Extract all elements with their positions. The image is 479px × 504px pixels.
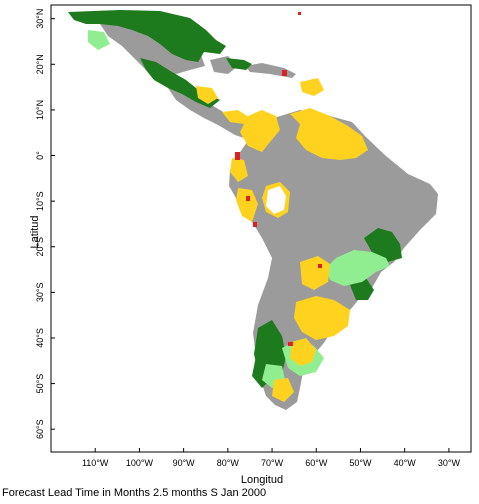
caribbean-yellow — [300, 78, 324, 96]
x-tick-label: 50°W — [349, 458, 372, 468]
red-cell-mexico — [282, 70, 287, 76]
red-cell-uruguay — [318, 264, 322, 268]
x-tick-label: 90°W — [173, 458, 196, 468]
red-cell-peru-south — [253, 222, 257, 227]
y-tick-label: 10°N — [35, 100, 45, 120]
y-tick-label: 50°S — [35, 374, 45, 394]
y-tick-label: 30°N — [35, 9, 45, 29]
ecuador-yellow — [230, 158, 248, 182]
colombia-yellow — [240, 110, 280, 152]
argentina-yellow — [294, 296, 350, 340]
y-tick-label: 20°S — [35, 237, 45, 257]
honduras-yellow — [196, 86, 218, 104]
yucatan-green — [226, 58, 252, 70]
x-tick-label: 80°W — [217, 458, 240, 468]
argentina-south-yellow — [290, 338, 316, 366]
paraguay-yellow — [300, 256, 330, 290]
red-cell-argentina — [288, 342, 293, 346]
patagonia-yellow — [272, 378, 294, 402]
axis-ticks: 110°W 100°W 90°W 80°W 70°W 60°W 50°W 40°W 30°W 30… — [35, 9, 460, 468]
red-cell-peru — [246, 196, 250, 201]
y-tick-label: 40°S — [35, 328, 45, 348]
x-tick-label: 100°W — [126, 458, 154, 468]
caribbean-islands — [245, 63, 296, 78]
y-tick-label: 0° — [35, 151, 45, 160]
x-tick-label: 30°W — [438, 458, 461, 468]
x-tick-label: 70°W — [261, 458, 284, 468]
mexico-green-north — [68, 10, 226, 62]
map-regions — [68, 10, 438, 410]
y-tick-label: 10°S — [35, 191, 45, 211]
x-tick-label: 40°W — [394, 458, 417, 468]
y-tick-label: 60°S — [35, 419, 45, 439]
brazil-south-lightgreen — [326, 250, 390, 286]
y-tick-label: 30°S — [35, 283, 45, 303]
venezuela-yellow — [290, 108, 368, 160]
plot-frame — [50, 4, 472, 453]
x-tick-label: 60°W — [305, 458, 328, 468]
y-tick-label: 20°N — [35, 54, 45, 74]
no-data-patch — [266, 186, 286, 214]
peru-yellow — [236, 188, 258, 222]
red-cell-caribbean — [298, 12, 301, 15]
mexico-lightgreen — [88, 30, 110, 50]
uruguay-green — [350, 278, 374, 300]
x-axis-title: Longitud — [241, 474, 283, 486]
panama-yellow — [222, 110, 250, 124]
red-cell-ecuador — [235, 152, 240, 160]
y-axis-title: Latitud — [29, 215, 41, 248]
x-tick-label: 110°W — [82, 458, 109, 468]
footer-caption: Forecast Lead Time in Months 2.5 months … — [2, 487, 267, 499]
